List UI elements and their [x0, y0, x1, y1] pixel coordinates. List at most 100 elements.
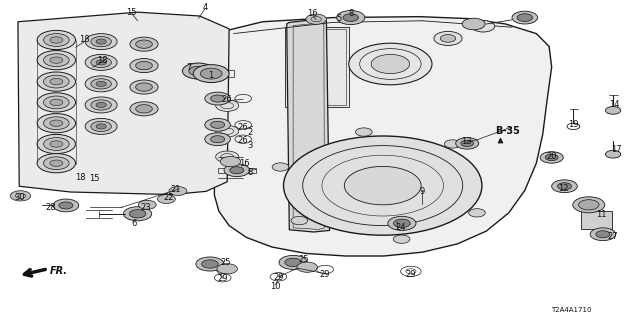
Circle shape	[85, 97, 117, 113]
Circle shape	[355, 128, 372, 136]
Polygon shape	[214, 17, 552, 256]
Circle shape	[272, 163, 289, 171]
Text: 13: 13	[461, 137, 471, 146]
Bar	[581, 211, 612, 229]
Circle shape	[37, 154, 76, 173]
Circle shape	[462, 18, 485, 30]
Circle shape	[85, 34, 117, 50]
Circle shape	[130, 80, 158, 94]
Circle shape	[50, 57, 63, 63]
Text: 16: 16	[239, 159, 250, 168]
Circle shape	[50, 99, 63, 106]
Circle shape	[37, 30, 76, 50]
Circle shape	[461, 140, 474, 147]
Text: 22: 22	[163, 193, 173, 202]
Text: 2: 2	[247, 128, 252, 137]
Circle shape	[344, 166, 421, 205]
Circle shape	[193, 65, 229, 83]
Circle shape	[96, 81, 106, 86]
Circle shape	[196, 257, 224, 271]
Circle shape	[343, 14, 358, 21]
Circle shape	[590, 228, 616, 241]
Circle shape	[44, 157, 69, 170]
Text: 26: 26	[238, 124, 248, 132]
Circle shape	[579, 200, 599, 210]
Circle shape	[434, 31, 462, 45]
Circle shape	[50, 37, 63, 43]
Circle shape	[205, 92, 230, 105]
Circle shape	[37, 72, 76, 91]
Circle shape	[50, 141, 63, 147]
Circle shape	[96, 60, 106, 65]
Circle shape	[394, 235, 410, 243]
Text: 8: 8	[348, 9, 353, 18]
Circle shape	[216, 151, 239, 163]
Text: 25: 25	[299, 255, 309, 264]
Circle shape	[211, 121, 225, 128]
Text: 29: 29	[218, 274, 228, 283]
Text: 26: 26	[222, 95, 232, 104]
Circle shape	[136, 40, 152, 48]
Circle shape	[388, 216, 416, 230]
Circle shape	[44, 34, 69, 46]
Circle shape	[440, 35, 456, 42]
Circle shape	[96, 102, 106, 108]
Circle shape	[468, 209, 485, 217]
Circle shape	[182, 63, 214, 79]
Text: 5: 5	[337, 14, 342, 23]
Text: 20: 20	[547, 152, 557, 161]
Circle shape	[91, 121, 111, 132]
Bar	[288, 29, 346, 105]
Circle shape	[337, 11, 365, 25]
Circle shape	[91, 57, 111, 68]
Circle shape	[279, 255, 307, 269]
Circle shape	[545, 154, 558, 161]
Circle shape	[136, 83, 152, 91]
Circle shape	[284, 136, 482, 235]
Circle shape	[44, 96, 69, 109]
Circle shape	[50, 120, 63, 126]
Circle shape	[189, 66, 208, 76]
Text: 16: 16	[307, 9, 317, 18]
Text: FR.: FR.	[50, 266, 68, 276]
Circle shape	[216, 125, 239, 137]
Text: 8: 8	[247, 168, 252, 177]
Circle shape	[96, 39, 106, 44]
Circle shape	[157, 195, 175, 204]
Text: 15: 15	[90, 174, 100, 183]
Bar	[285, 27, 349, 107]
Text: 18: 18	[79, 36, 90, 44]
Text: T2A4A1710: T2A4A1710	[550, 307, 591, 313]
Circle shape	[205, 118, 230, 131]
Circle shape	[202, 260, 218, 268]
Circle shape	[552, 180, 577, 193]
Text: 19: 19	[568, 120, 579, 129]
Text: 18: 18	[76, 173, 86, 182]
Text: 28: 28	[46, 203, 56, 212]
Circle shape	[138, 200, 156, 209]
Text: 23: 23	[141, 203, 151, 212]
Circle shape	[211, 95, 225, 102]
Circle shape	[44, 75, 69, 88]
Text: 29: 29	[273, 273, 284, 282]
Text: 30: 30	[14, 193, 24, 202]
Circle shape	[124, 207, 152, 221]
Circle shape	[91, 36, 111, 47]
Circle shape	[96, 124, 106, 129]
Text: 21: 21	[171, 185, 181, 194]
Circle shape	[605, 107, 621, 114]
Text: 7: 7	[186, 63, 191, 72]
Circle shape	[217, 264, 237, 274]
Circle shape	[44, 117, 69, 130]
Circle shape	[50, 160, 63, 166]
Circle shape	[37, 93, 76, 112]
Circle shape	[136, 61, 152, 70]
Bar	[192, 70, 234, 77]
Circle shape	[517, 14, 532, 21]
Text: B-35: B-35	[495, 125, 520, 136]
Text: 27: 27	[608, 232, 618, 241]
Circle shape	[59, 202, 73, 209]
Circle shape	[50, 78, 63, 85]
Circle shape	[512, 11, 538, 24]
Circle shape	[230, 167, 244, 174]
